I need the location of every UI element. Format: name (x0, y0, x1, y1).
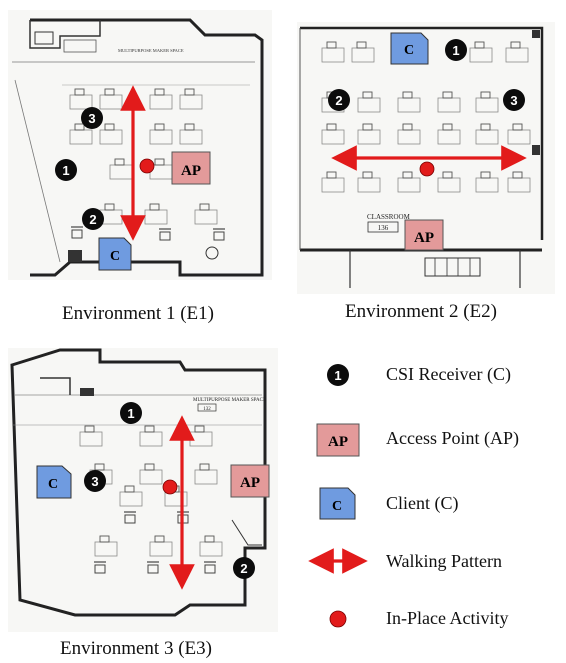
legend-activity-dot-icon (329, 610, 347, 628)
svg-text:2: 2 (89, 212, 96, 227)
env2-receiver-3: 3 (503, 89, 525, 111)
env1-receiver-1: 1 (55, 159, 77, 181)
svg-text:C: C (110, 249, 120, 264)
legend-client-label: Client (C) (386, 493, 459, 513)
svg-text:3: 3 (91, 474, 98, 489)
env3-client: C (36, 465, 72, 499)
svg-text:AP: AP (240, 475, 260, 491)
legend-csi-label: CSI Receiver (C) (386, 364, 511, 384)
svg-text:3: 3 (88, 111, 95, 126)
env2-client: C (390, 32, 429, 65)
env2-access-point: AP (404, 219, 444, 251)
env2-receiver-1: 1 (445, 39, 467, 61)
env2-floorplan: CLASSROOM 136 AP C 1 2 3 (297, 22, 555, 294)
env3-room-label: MULTIPURPOSE MAKER SPACE (193, 398, 266, 403)
legend-access-point-icon: AP (316, 423, 360, 457)
env3-caption: Environment 3 (E3) (60, 638, 212, 659)
env1-floorplan: MULTIPURPOSE MAKER SPACE AP C 1 2 3 (8, 10, 272, 280)
env3-access-point: AP (230, 464, 270, 498)
svg-text:C: C (404, 43, 414, 58)
env1-access-point: AP (171, 151, 211, 185)
env2-room-label: CLASSROOM (367, 213, 411, 221)
legend: 1 AP C (308, 364, 368, 628)
svg-text:1: 1 (62, 163, 69, 178)
env1-receiver-2: 2 (82, 208, 104, 230)
legend-activity-label: In-Place Activity (386, 608, 509, 628)
env3-floorplan: MULTIPURPOSE MAKER SPACE 132 AP C 1 2 3 (8, 348, 278, 632)
svg-text:AP: AP (181, 163, 201, 179)
svg-text:1: 1 (452, 43, 459, 58)
env2-room-number: 136 (378, 224, 389, 232)
svg-text:2: 2 (240, 561, 247, 576)
env2-activity-dot (419, 161, 435, 177)
legend-csi-receiver-icon: 1 (327, 364, 349, 386)
env2-caption: Environment 2 (E2) (345, 301, 497, 322)
svg-text:1: 1 (334, 368, 341, 383)
svg-text:AP: AP (414, 230, 434, 246)
svg-text:3: 3 (510, 93, 517, 108)
svg-text:AP: AP (328, 434, 348, 450)
svg-text:2: 2 (335, 93, 342, 108)
env1-caption: Environment 1 (E1) (62, 303, 214, 324)
env3-receiver-2: 2 (233, 557, 255, 579)
env1-activity-dot (139, 158, 155, 174)
env3-activity-dot (162, 479, 178, 495)
legend-client-icon: C (319, 487, 356, 520)
env3-room-number: 132 (203, 407, 211, 412)
svg-text:1: 1 (127, 406, 134, 421)
env1-client: C (98, 237, 132, 271)
env1-receiver-3: 3 (81, 107, 103, 129)
env3-receiver-1: 1 (120, 402, 142, 424)
env1-room-label: MULTIPURPOSE MAKER SPACE (118, 48, 184, 53)
svg-text:C: C (48, 477, 58, 492)
svg-text:C: C (332, 499, 342, 514)
env3-receiver-3: 3 (84, 470, 106, 492)
legend-ap-label: Access Point (AP) (386, 428, 519, 448)
legend-walk-label: Walking Pattern (386, 551, 503, 571)
env2-receiver-2: 2 (328, 89, 350, 111)
